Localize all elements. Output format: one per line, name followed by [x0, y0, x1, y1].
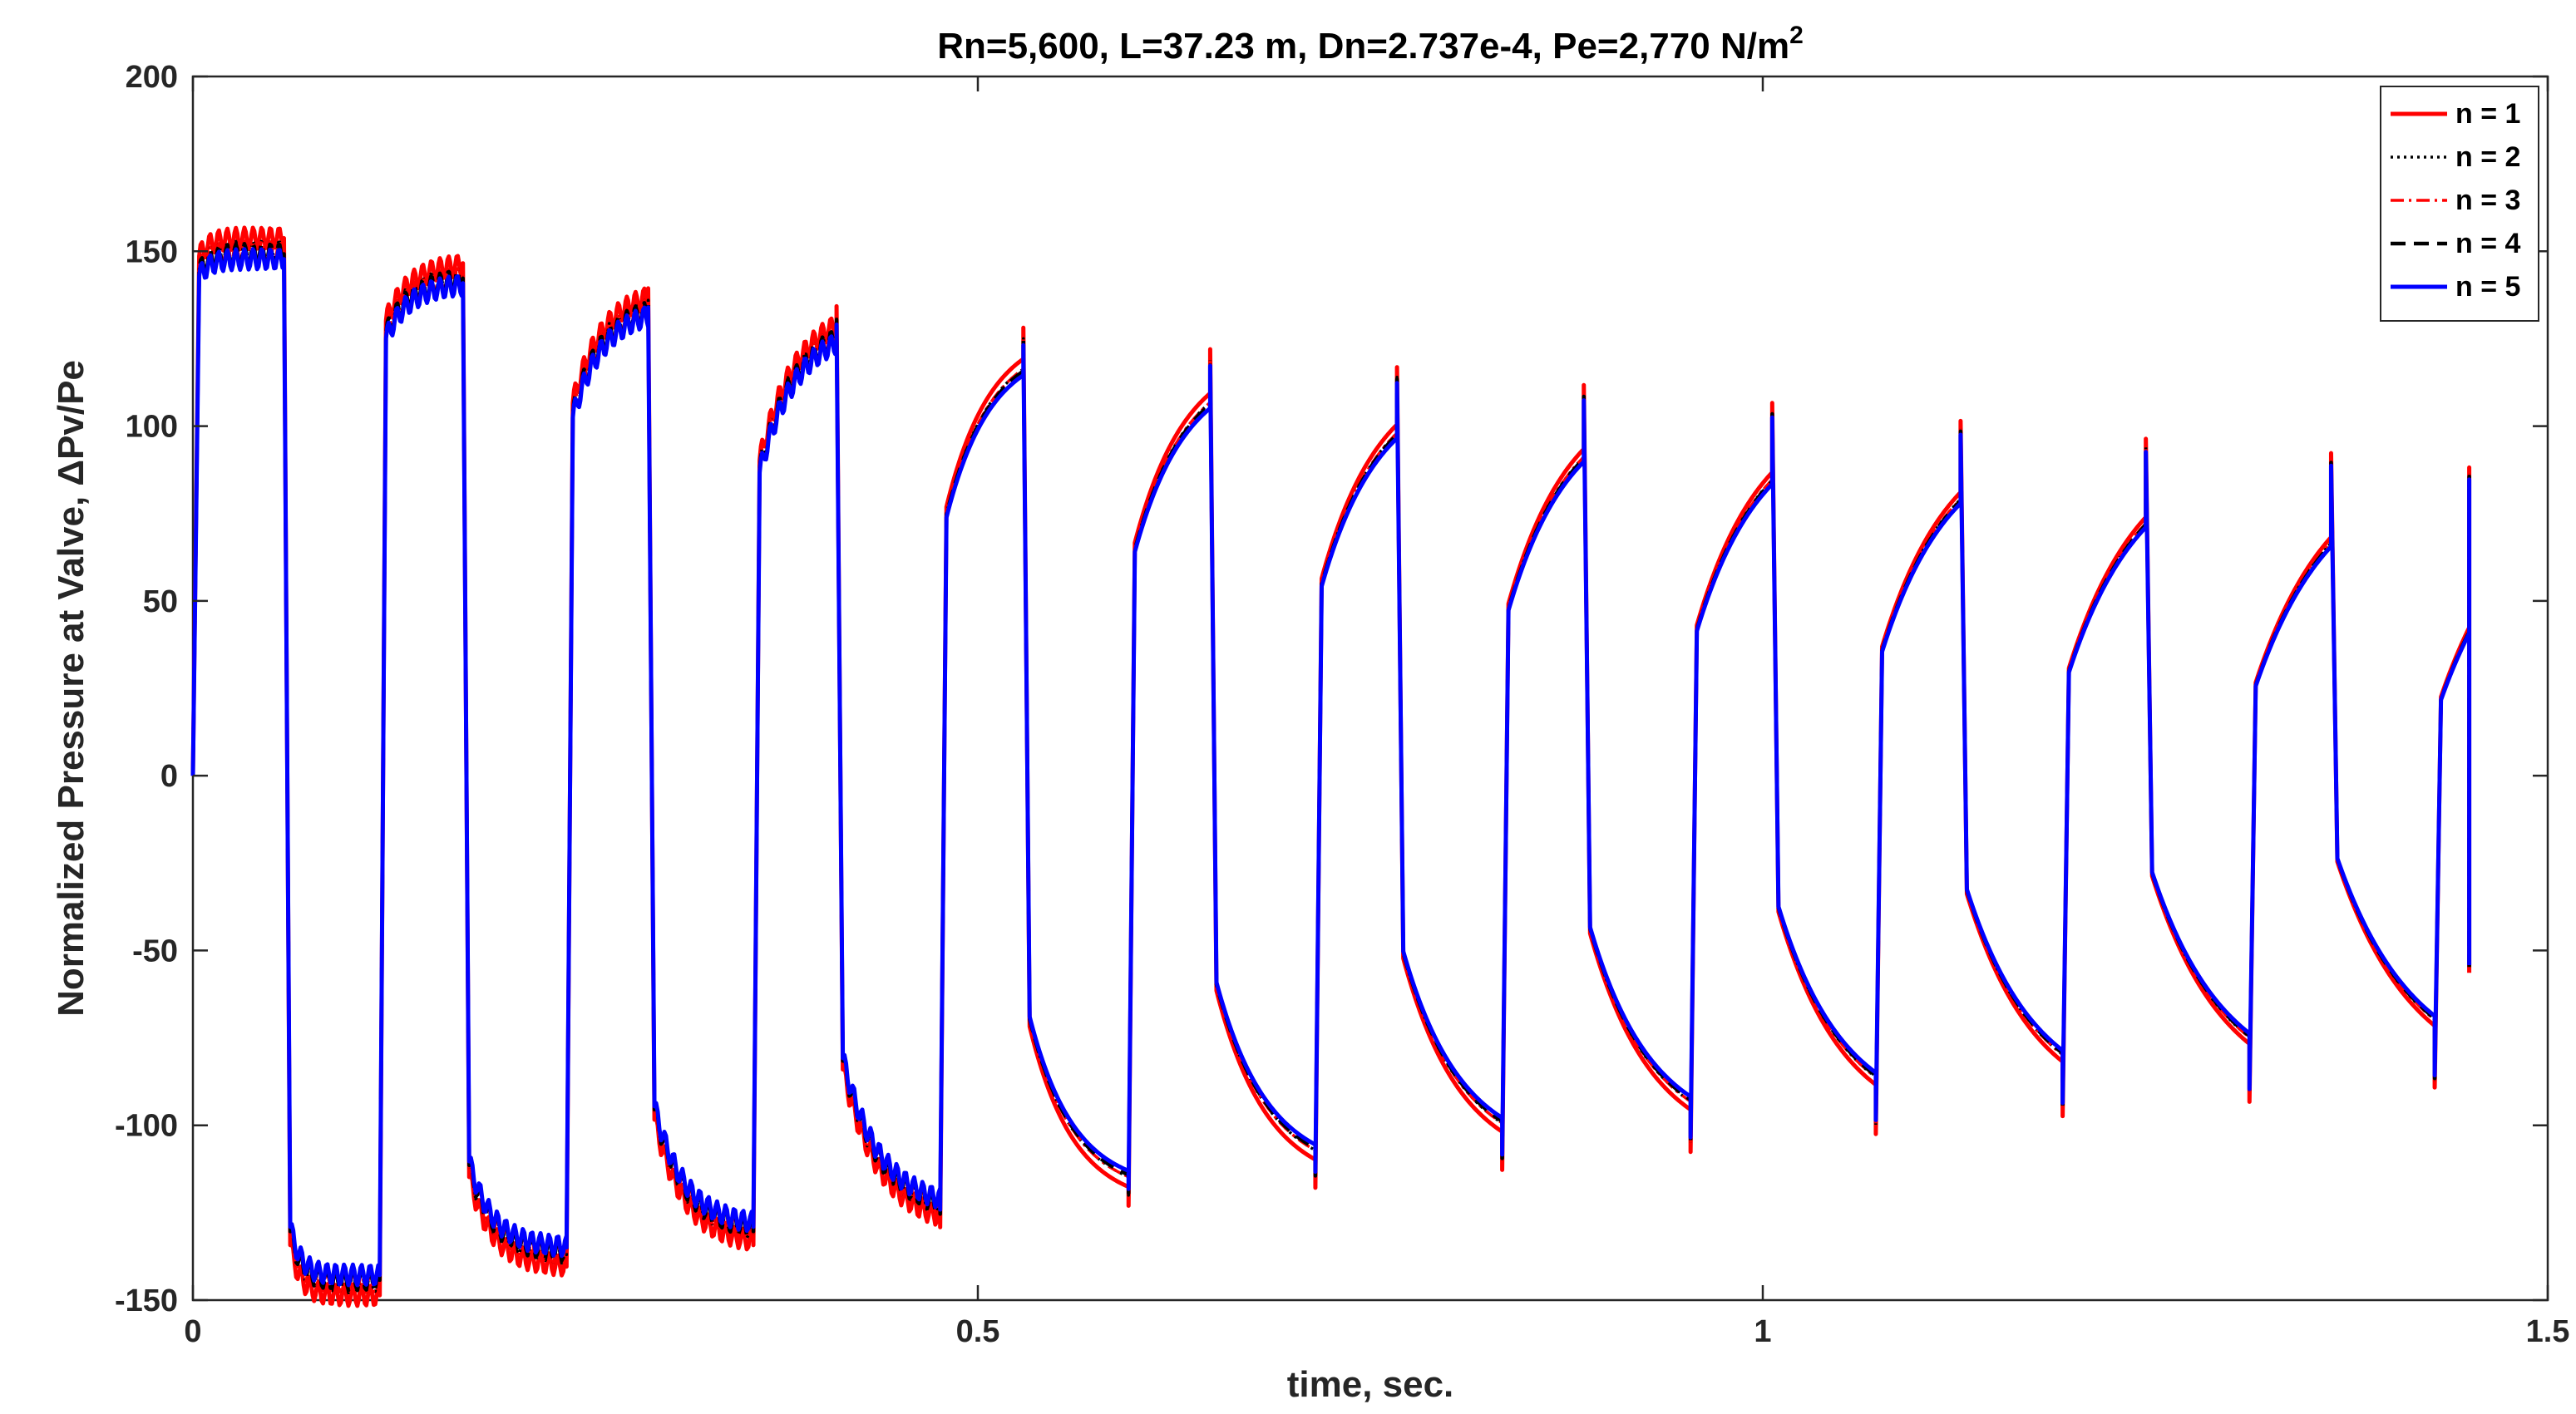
series-line — [190, 225, 2472, 1308]
legend-label: n = 4 — [2455, 228, 2521, 259]
legend-box — [2380, 86, 2539, 322]
plot-box — [191, 75, 2549, 1302]
legend: n = 1 n = 2 n = 3 n = 4 n = 5 — [2380, 86, 2539, 322]
series-line — [190, 247, 2472, 1288]
y-tick-label: -150 — [115, 1283, 178, 1318]
y-tick-label: 50 — [143, 584, 178, 619]
legend-label: n = 1 — [2455, 98, 2520, 130]
series-group — [190, 225, 2472, 1308]
x-tick-label: 1 — [1754, 1314, 1771, 1349]
y-axis-ticks: -150 -100 -50 0 50 100 150 200 — [115, 60, 2548, 1318]
x-axis-label: time, sec. — [1287, 1364, 1454, 1405]
y-tick-label: 100 — [126, 410, 178, 445]
y-tick-label: 0 — [160, 759, 178, 794]
legend-label: n = 3 — [2455, 185, 2520, 216]
chart-title-superscript: 2 — [1789, 22, 1804, 49]
y-tick-label: -100 — [115, 1109, 178, 1144]
y-tick-label: 150 — [126, 234, 178, 269]
chart-title: Rn=5,600, L=37.23 m, Dn=2.737e-4, Pe=2,7… — [937, 22, 1804, 67]
x-tick-label: 0.5 — [956, 1314, 1000, 1349]
y-axis-label: Normalized Pressure at Valve, ΔPv/Pe — [51, 360, 91, 1017]
y-tick-label: 200 — [126, 60, 178, 95]
plot-area — [190, 75, 2549, 1308]
legend-label: n = 2 — [2455, 141, 2520, 173]
x-axis-ticks: 0 0.5 1 1.5 — [184, 76, 2569, 1349]
x-tick-label: 0 — [184, 1314, 201, 1349]
legend-label: n = 5 — [2455, 271, 2520, 303]
x-tick-label: 1.5 — [2526, 1314, 2570, 1349]
y-tick-label: -50 — [132, 934, 178, 968]
